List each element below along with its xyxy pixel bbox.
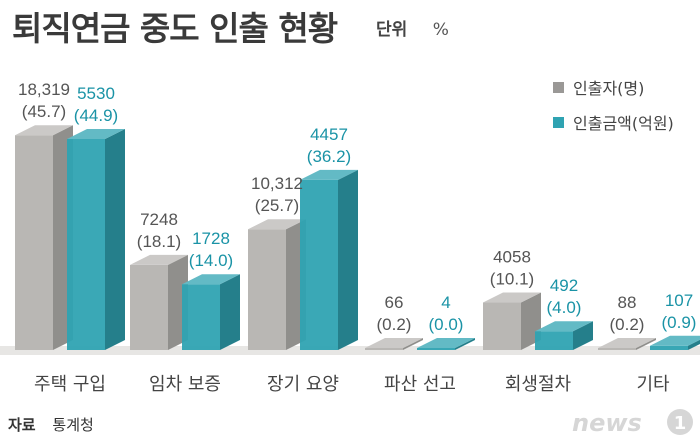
amount-pct-label: (44.9): [74, 106, 118, 125]
category-label: 임차 보증: [149, 374, 221, 395]
bar-front-0-3: [365, 348, 403, 350]
people-value-label: 66: [385, 293, 404, 312]
amount-pct-label: (4.0): [547, 298, 582, 317]
bar-side-0-3: [403, 338, 423, 350]
people-pct-label: (18.1): [137, 232, 181, 251]
source-label: 자료: [8, 416, 36, 434]
bar-front-0-2: [248, 229, 286, 350]
category-label: 파산 선고: [384, 374, 456, 395]
amount-pct-label: (0.0): [429, 315, 464, 334]
bar-top-0-2: [248, 219, 306, 230]
bar-front-1-0: [67, 138, 105, 350]
bar-side-1-2: [338, 169, 358, 350]
legend: 인출자(명) 인출금액(억원): [553, 74, 674, 144]
people-value-label: 4058: [493, 248, 531, 267]
amount-pct-label: (0.9): [662, 313, 697, 332]
bar-top-0-0: [15, 125, 73, 136]
unit-label: 단위 %: [376, 15, 449, 40]
bar-top-1-4: [535, 321, 593, 332]
bar-top-1-0: [67, 128, 125, 139]
bar-front-1-3: [417, 348, 455, 350]
people-value-label: 88: [618, 293, 637, 312]
bar-front-0-5: [598, 348, 636, 350]
bar-top-0-1: [130, 254, 188, 265]
people-pct-label: (0.2): [377, 315, 412, 334]
bar-top-1-2: [300, 169, 358, 180]
category-label: 기타: [636, 374, 670, 395]
bar-front-0-0: [15, 135, 53, 350]
bar-top-1-3: [417, 338, 475, 348]
legend-swatch-amount: [553, 116, 564, 128]
category-label: 장기 요양: [267, 374, 339, 395]
bar-front-1-2: [300, 179, 338, 350]
bar-side-0-5: [636, 338, 656, 350]
bar-front-0-1: [130, 264, 168, 350]
amount-pct-label: (36.2): [307, 147, 351, 166]
amount-value-label: 4: [441, 293, 450, 312]
people-pct-label: (45.7): [22, 102, 66, 121]
bar-top-0-5: [598, 338, 656, 348]
people-value-label: 7248: [140, 210, 178, 229]
bar-side-1-4: [573, 321, 593, 350]
news1-logo: news 1: [572, 409, 693, 437]
unit-label-text: 단위: [376, 20, 408, 40]
category-label: 회생절차: [505, 374, 572, 395]
legend-swatch-people: [553, 81, 564, 93]
baseline: [0, 346, 700, 355]
bar-top-0-3: [365, 338, 423, 348]
people-value-label: 10,312: [251, 174, 303, 193]
bar-side-1-1: [220, 274, 240, 350]
amount-value-label: 492: [550, 276, 578, 295]
category-label: 주택 구입: [34, 374, 106, 395]
news1-logo-text: news: [572, 409, 642, 437]
source-value: 통계청: [52, 416, 94, 434]
legend-item-people: 인출자(명): [553, 74, 674, 100]
bar-front-1-1: [182, 284, 220, 350]
news1-logo-badge-digit: 1: [674, 413, 687, 434]
amount-value-label: 1728: [192, 229, 230, 248]
bar-front-1-4: [535, 331, 573, 350]
legend-label-people: 인출자(명): [573, 79, 645, 98]
bar-top-1-5: [650, 335, 700, 346]
bar-front-1-5: [650, 345, 688, 350]
bar-top-0-4: [483, 292, 541, 303]
bar-side-1-0: [105, 128, 125, 350]
people-pct-label: (0.2): [610, 315, 645, 334]
bar-top-1-1: [182, 274, 240, 285]
amount-value-label: 5530: [77, 84, 115, 103]
legend-label-amount: 인출금액(억원): [573, 114, 674, 133]
bar-front-0-4: [483, 302, 521, 350]
amount-value-label: 4457: [310, 125, 348, 144]
source-note: 자료 통계청: [8, 414, 94, 435]
people-pct-label: (10.1): [490, 270, 534, 289]
legend-item-amount: 인출금액(억원): [553, 109, 674, 135]
chart-title: 퇴직연금 중도 인출 현황: [12, 9, 338, 48]
people-pct-label: (25.7): [255, 196, 299, 215]
amount-pct-label: (14.0): [189, 251, 233, 270]
bar-side-1-5: [688, 339, 700, 350]
people-value-label: 18,319: [18, 80, 70, 99]
amount-value-label: 107: [665, 291, 693, 310]
news1-logo-badge: [667, 409, 693, 435]
unit-value: %: [432, 20, 449, 40]
bar-side-1-3: [455, 338, 475, 350]
